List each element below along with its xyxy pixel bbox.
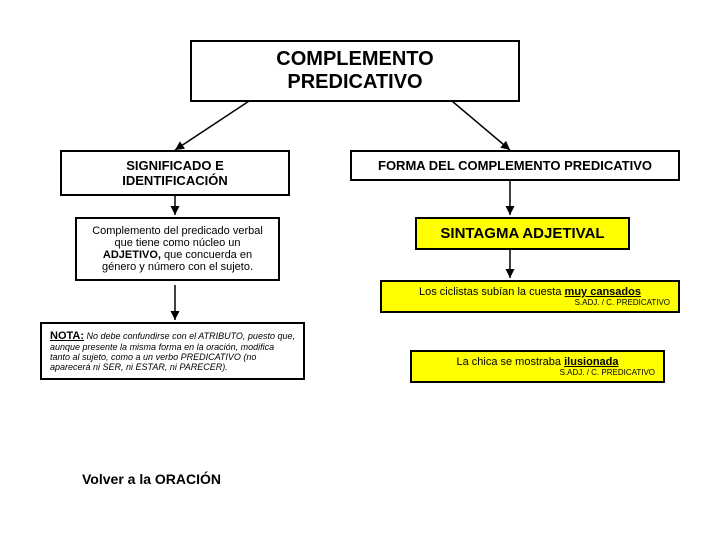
nota-label: NOTA:	[50, 330, 84, 342]
example1-sub: S.ADJ. / C. PREDICATIVO	[390, 298, 670, 307]
example2-sub: S.ADJ. / C. PREDICATIVO	[420, 368, 655, 377]
example2-line: La chica se mostraba ilusionada	[420, 356, 655, 368]
example1-prefix: Los ciclistas subían la cuesta	[419, 286, 565, 298]
def-l3: ADJETIVO, que concuerda en	[87, 249, 268, 261]
nota-body: No debe confundirse con el ATRIBUTO, pue…	[50, 331, 295, 372]
back-link[interactable]: Volver a la ORACIÓN	[70, 465, 233, 493]
def-l3-bold: ADJETIVO,	[103, 249, 161, 261]
right-sub-node: FORMA DEL COMPLEMENTO PREDICATIVO	[350, 150, 680, 181]
example1-emph: muy cansados	[565, 286, 641, 298]
right-sub-text: FORMA DEL COMPLEMENTO PREDICATIVO	[362, 158, 668, 173]
def-l1: Complemento del predicado verbal	[87, 225, 268, 237]
nota-content: NOTA: No debe confundirse con el ATRIBUT…	[50, 330, 295, 372]
example2-prefix: La chica se mostraba	[456, 356, 564, 368]
example2-emph: ilusionada	[564, 356, 618, 368]
example2-node: La chica se mostraba ilusionada S.ADJ. /…	[410, 350, 665, 383]
example1-line: Los ciclistas subían la cuesta muy cansa…	[390, 286, 670, 298]
sintagma-node: SINTAGMA ADJETIVAL	[415, 217, 630, 250]
def-l4: género y número con el sujeto.	[87, 261, 268, 273]
definition-node: Complemento del predicado verbal que tie…	[75, 217, 280, 281]
left-sub-text: SIGNIFICADO E IDENTIFICACIÓN	[72, 158, 278, 188]
title-text: COMPLEMENTO PREDICATIVO	[210, 48, 500, 94]
def-l3-rest: que concuerda en	[161, 249, 252, 261]
left-sub-node: SIGNIFICADO E IDENTIFICACIÓN	[60, 150, 290, 196]
back-link-text: Volver a la ORACIÓN	[82, 471, 221, 487]
def-l2: que tiene como núcleo un	[87, 237, 268, 249]
nota-node: NOTA: No debe confundirse con el ATRIBUT…	[40, 322, 305, 380]
title-node: COMPLEMENTO PREDICATIVO	[190, 40, 520, 102]
example1-node: Los ciclistas subían la cuesta muy cansa…	[380, 280, 680, 313]
sintagma-text: SINTAGMA ADJETIVAL	[427, 225, 618, 242]
